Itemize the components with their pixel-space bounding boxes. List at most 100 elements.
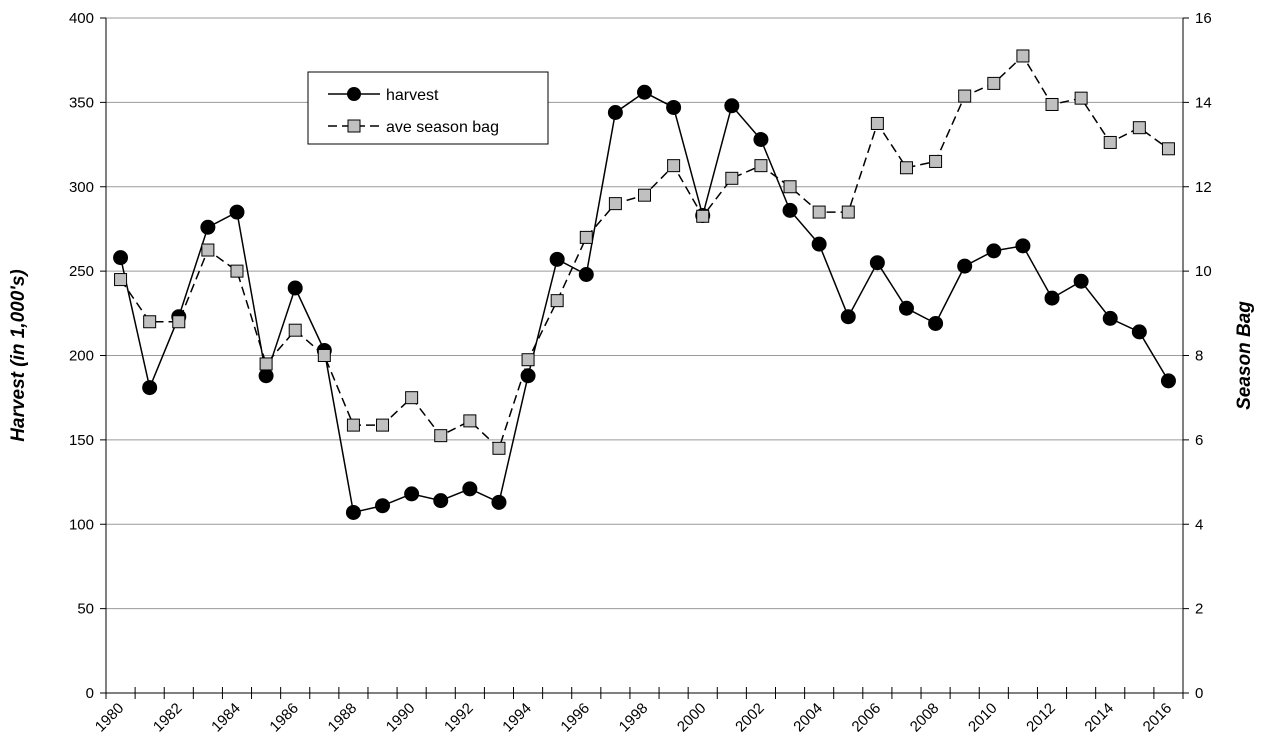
y-right-tick-label: 10: [1195, 263, 1212, 280]
data-point: [1103, 135, 1117, 149]
data-point: [637, 84, 652, 100]
data-point: [608, 197, 622, 211]
y-left-tick-label: 100: [69, 516, 94, 533]
data-point: [840, 309, 856, 325]
data-point: [1073, 273, 1089, 289]
data-point: [1131, 324, 1147, 340]
y-left-tick-label: 400: [69, 10, 94, 27]
horizontal-gridlines: [106, 17, 1183, 610]
series-line-0: [119, 91, 1170, 514]
data-point: [957, 258, 973, 274]
data-point: [1102, 310, 1118, 326]
y-left-tick-label: 350: [69, 94, 94, 111]
data-point: [1132, 121, 1146, 135]
y-right-tick-label: 0: [1195, 685, 1203, 702]
data-point: [870, 116, 884, 130]
data-point: [898, 300, 914, 316]
series-lines: [113, 49, 1176, 520]
y-right-tick-label: 8: [1195, 348, 1203, 365]
x-tick-label: 2008: [907, 700, 943, 736]
data-point: [521, 353, 535, 367]
data-point: [229, 204, 245, 220]
data-point: [463, 414, 477, 428]
x-tick-label: 1988: [325, 700, 361, 736]
data-point: [201, 243, 215, 257]
data-point: [142, 380, 158, 396]
data-point: [986, 243, 1002, 259]
data-point: [172, 315, 186, 329]
data-point: [1016, 49, 1030, 63]
data-point: [667, 159, 681, 173]
data-point: [1015, 238, 1031, 254]
data-point: [287, 280, 303, 296]
y-right-tick-label: 14: [1195, 94, 1212, 111]
x-tick-label: 2010: [965, 700, 1001, 736]
x-tick-label: 1986: [266, 700, 302, 736]
x-tick-label: 1992: [441, 700, 477, 736]
x-tick-label: 2006: [849, 700, 885, 736]
y-left-tick-label: 250: [69, 263, 94, 280]
x-tick-label: 1994: [499, 700, 535, 736]
data-point: [143, 315, 157, 329]
x-tick-label: 2016: [1140, 700, 1176, 736]
data-point: [491, 494, 507, 510]
y-right-tick-label: 2: [1195, 601, 1203, 618]
data-point: [405, 391, 419, 405]
x-tick-label: 2002: [732, 700, 768, 736]
data-point: [899, 161, 913, 175]
x-tick-label: 2012: [1023, 700, 1059, 736]
data-point: [929, 154, 943, 168]
legend-label: ave season bag: [386, 119, 499, 136]
y-right-tick-label: 4: [1195, 516, 1203, 533]
data-point: [376, 418, 390, 432]
data-point: [550, 294, 564, 308]
data-point: [492, 441, 506, 455]
data-point: [345, 504, 361, 520]
y-right-tick-label: 12: [1195, 179, 1212, 196]
data-point: [317, 349, 331, 362]
data-point: [230, 264, 244, 278]
x-tick-label: 1984: [208, 700, 244, 736]
data-point: [782, 202, 798, 218]
data-point: [404, 486, 420, 502]
data-point: [1074, 91, 1088, 105]
y-right-tick-label: 16: [1195, 10, 1212, 27]
x-tick-label: 1990: [383, 700, 419, 736]
x-tick-label: 2014: [1081, 700, 1117, 736]
y-right-tick-label: 6: [1195, 432, 1203, 449]
data-point: [841, 205, 855, 219]
x-tick-label: 1996: [557, 700, 593, 736]
axes: 0 50 100 150 200 250 300 350 400 0 2 4 6 8 10 12 14 16 198…: [69, 10, 1212, 735]
data-point: [288, 323, 302, 337]
data-point: [812, 205, 826, 219]
data-point: [987, 76, 1001, 90]
data-point: [579, 230, 593, 244]
x-tick-label: 2000: [674, 700, 710, 736]
y-left-tick-label: 0: [86, 685, 94, 702]
data-point: [375, 498, 391, 514]
data-point: [783, 180, 797, 194]
data-point: [578, 267, 594, 282]
x-tick-label: 1980: [92, 700, 128, 736]
data-point: [259, 357, 273, 371]
data-point: [928, 315, 944, 331]
data-point: [1045, 97, 1059, 111]
y-left-tick-label: 300: [69, 179, 94, 196]
data-point: [638, 188, 651, 202]
x-tick-label: 1982: [150, 700, 186, 736]
data-point: [958, 89, 972, 103]
data-point: [696, 209, 710, 223]
data-point: [114, 273, 128, 287]
data-point: [433, 493, 449, 509]
data-point: [462, 481, 478, 497]
data-point: [724, 98, 740, 114]
series-line-1: [119, 54, 1169, 450]
y-left-tick-label: 150: [69, 432, 94, 449]
y-left-tick-label: 50: [77, 601, 94, 618]
data-point: [754, 159, 768, 173]
data-point: [869, 255, 885, 271]
data-point: [1160, 373, 1176, 389]
legend-marker: [347, 119, 361, 133]
data-point: [113, 250, 129, 266]
